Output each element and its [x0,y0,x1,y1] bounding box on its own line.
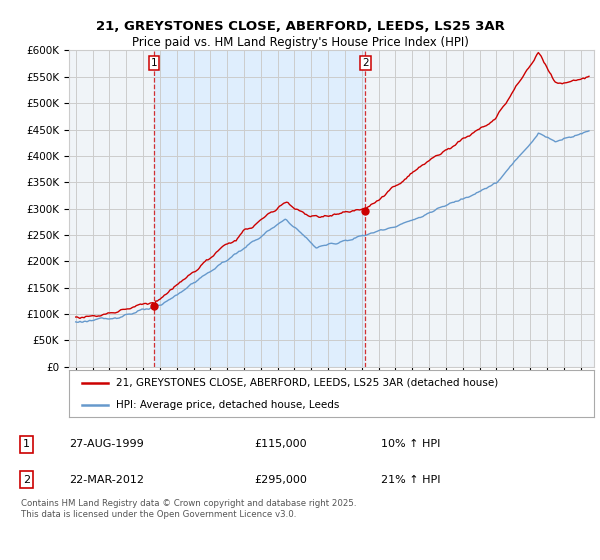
Text: 10% ↑ HPI: 10% ↑ HPI [380,440,440,449]
Text: 22-MAR-2012: 22-MAR-2012 [70,475,145,484]
Text: 1: 1 [23,440,30,449]
Bar [154,50,365,367]
Text: Price paid vs. HM Land Registry's House Price Index (HPI): Price paid vs. HM Land Registry's House … [131,36,469,49]
Text: 2: 2 [362,58,369,68]
Text: Contains HM Land Registry data © Crown copyright and database right 2025.
This d: Contains HM Land Registry data © Crown c… [20,500,356,519]
Text: 1: 1 [151,58,157,68]
Text: 2: 2 [23,475,30,484]
Text: 21% ↑ HPI: 21% ↑ HPI [380,475,440,484]
Text: HPI: Average price, detached house, Leeds: HPI: Average price, detached house, Leed… [116,400,340,410]
Text: £115,000: £115,000 [254,440,307,449]
Text: 21, GREYSTONES CLOSE, ABERFORD, LEEDS, LS25 3AR: 21, GREYSTONES CLOSE, ABERFORD, LEEDS, L… [95,20,505,32]
Text: 27-AUG-1999: 27-AUG-1999 [70,440,145,449]
Text: £295,000: £295,000 [254,475,307,484]
Text: 21, GREYSTONES CLOSE, ABERFORD, LEEDS, LS25 3AR (detached house): 21, GREYSTONES CLOSE, ABERFORD, LEEDS, L… [116,378,499,388]
